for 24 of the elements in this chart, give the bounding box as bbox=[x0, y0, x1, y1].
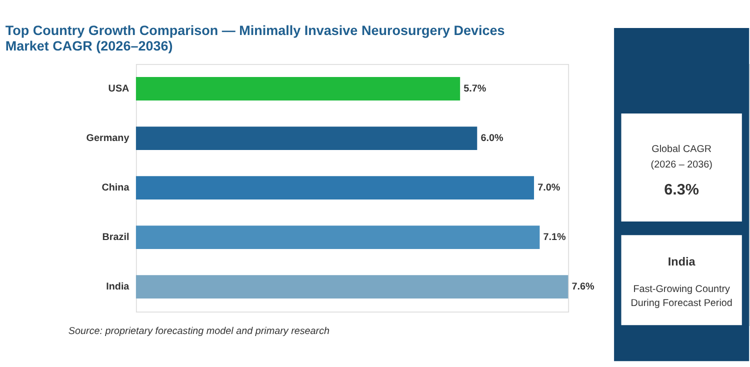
text: India bbox=[668, 256, 696, 269]
bar bbox=[136, 126, 478, 150]
y-tick-label: USA bbox=[108, 83, 130, 94]
y-tick-label: Brazil bbox=[102, 232, 130, 244]
text: During Forecast Period bbox=[630, 298, 732, 310]
bar bbox=[136, 226, 540, 250]
bar bbox=[136, 275, 568, 299]
data-label: 6.0% bbox=[480, 132, 504, 144]
text: Market CAGR (2026–2036) bbox=[5, 38, 173, 54]
text: (2026 – 2036) bbox=[650, 160, 712, 171]
data-label: 7.0% bbox=[538, 182, 560, 194]
text: Fast-Growing Country bbox=[633, 284, 730, 295]
y-tick-label: India bbox=[106, 282, 130, 293]
data-label: 5.7% bbox=[464, 83, 486, 94]
y-tick-label: Germany bbox=[86, 132, 130, 144]
bar bbox=[136, 176, 534, 200]
source-note: Source: proprietary forecasting model and primary research bbox=[68, 326, 330, 338]
data-label: 7.1% bbox=[543, 232, 566, 244]
text: Top Country Growth Comparison — Minimally Invasive Neurosurgery Devices bbox=[5, 23, 505, 38]
bar bbox=[136, 77, 460, 100]
text: 6.3% bbox=[664, 182, 700, 199]
text: Global CAGR bbox=[652, 144, 712, 156]
y-tick-label: China bbox=[102, 182, 130, 194]
data-label: 7.6% bbox=[572, 282, 594, 293]
